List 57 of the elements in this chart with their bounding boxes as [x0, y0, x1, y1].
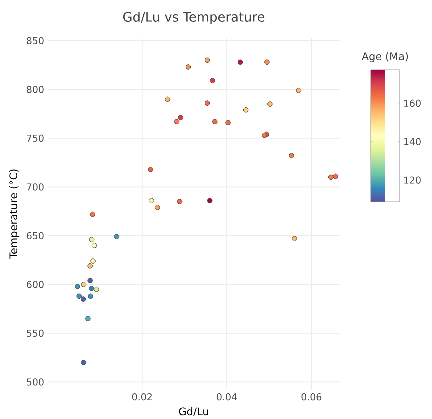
chart-title: Gd/Lu vs Temperature [123, 12, 265, 24]
point [165, 96, 170, 102]
point [186, 64, 192, 70]
y-tick-label: 550 [27, 330, 44, 338]
point [328, 174, 334, 180]
point [292, 236, 298, 242]
point [114, 234, 120, 240]
point [226, 120, 231, 126]
x-tick-label: 0.02 [132, 394, 152, 401]
point [207, 198, 213, 204]
point [177, 199, 183, 204]
point [268, 102, 273, 107]
point [90, 212, 96, 218]
point [94, 286, 100, 292]
y-tick-label: 850 [27, 37, 44, 45]
point [80, 296, 86, 302]
point [289, 153, 294, 159]
y-axis-title: Temperature (°C) [9, 170, 20, 260]
y-tick-label: 750 [27, 134, 44, 142]
color-bar-title: Age (Ma) [362, 52, 408, 63]
point [88, 264, 93, 269]
point [204, 58, 210, 64]
point [178, 115, 184, 121]
point [204, 100, 210, 106]
point [90, 258, 96, 264]
point [86, 316, 91, 322]
point [243, 108, 249, 113]
point [296, 88, 302, 94]
point [81, 360, 87, 366]
point [81, 282, 87, 288]
point [174, 119, 180, 124]
point [88, 286, 94, 292]
point [88, 294, 94, 300]
x-tick-label: 0.06 [302, 394, 322, 401]
color-bar-label: 140 [404, 138, 421, 146]
point [92, 243, 98, 248]
x-axis-title: Gd/Lu [179, 408, 208, 416]
point [210, 78, 216, 84]
x-tick-label: 0.04 [217, 394, 238, 401]
color-bar-label: 160 [404, 100, 421, 108]
point [74, 284, 80, 290]
point [264, 60, 270, 66]
point [212, 119, 218, 124]
point [89, 237, 95, 242]
point [88, 278, 93, 284]
y-tick-label: 800 [27, 86, 44, 94]
point [154, 205, 160, 210]
color-bar-label: 120 [404, 176, 421, 184]
y-tick-label: 650 [27, 232, 44, 240]
point [149, 198, 154, 204]
point [148, 166, 154, 172]
y-tick-label: 700 [27, 184, 44, 191]
y-tick-label: 600 [27, 281, 44, 288]
point [76, 294, 82, 300]
point [238, 60, 244, 66]
point [333, 174, 338, 180]
y-tick-label: 500 [27, 378, 44, 386]
